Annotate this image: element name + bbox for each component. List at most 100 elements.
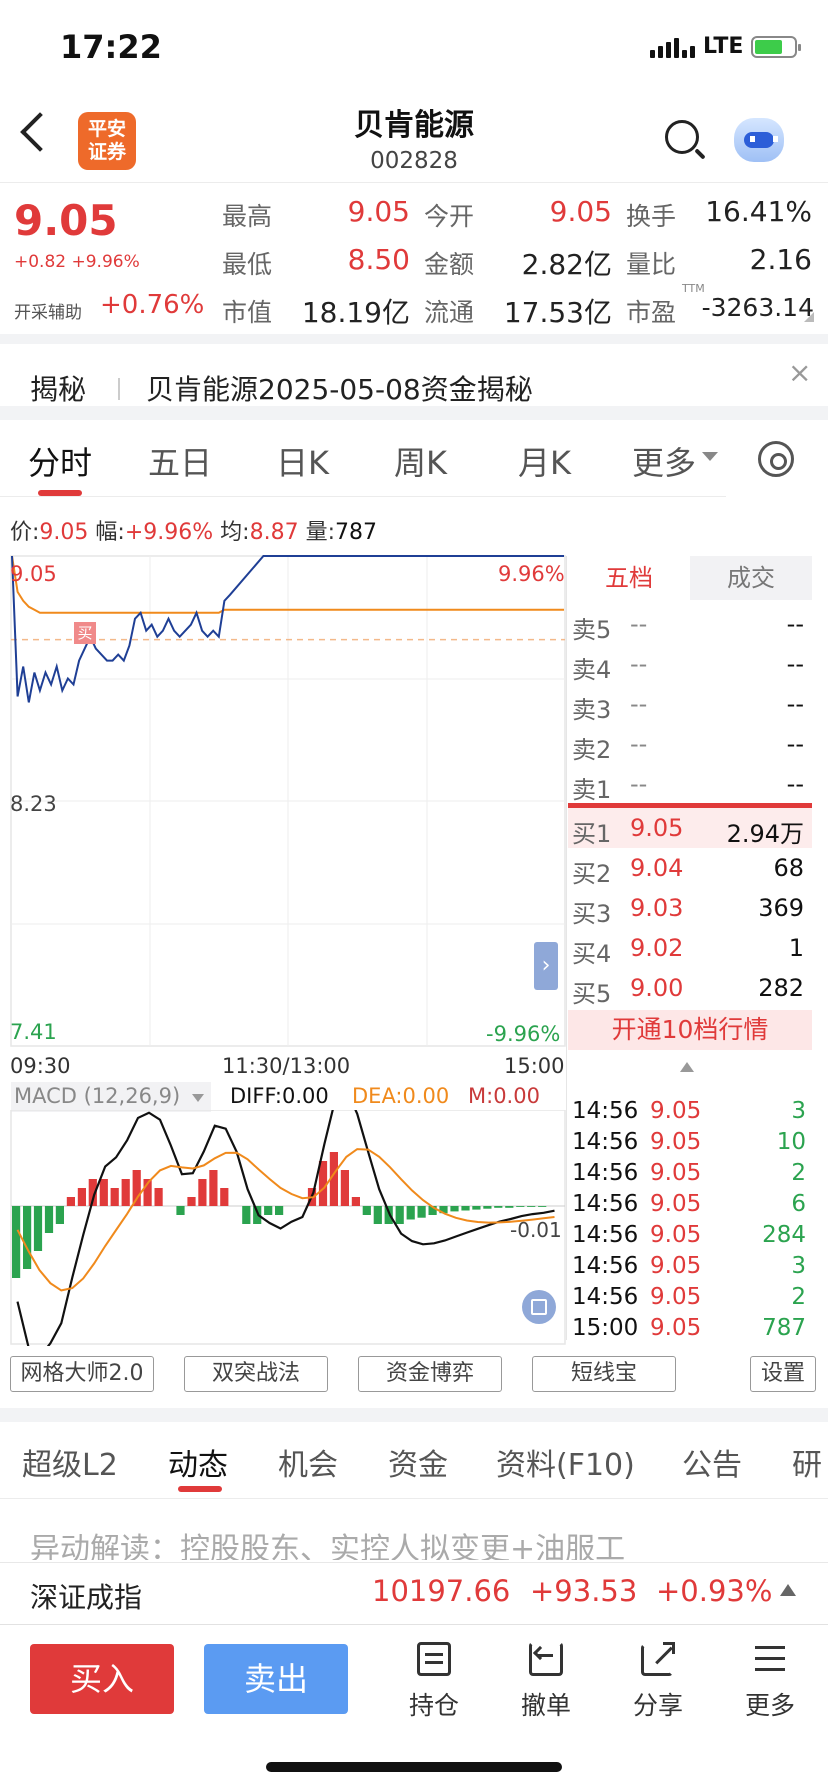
tab-five-day[interactable]: 五日 [148,438,212,484]
expand-up-icon[interactable] [780,1584,796,1596]
y-label-high: 9.05 [10,562,57,586]
quote-label-amount: 金额 [424,245,474,281]
stock-code: 002828 [0,148,828,174]
macd-bar [352,1197,360,1206]
open-level10-button[interactable]: 开通10档行情 [568,1010,812,1050]
sell-row-1[interactable]: 卖1 -- -- [570,764,810,804]
capital-game-button[interactable]: 资金博弈 [358,1356,502,1392]
tab-research[interactable]: 研 [792,1440,828,1484]
quote-value-float: 17.53亿 [496,291,612,331]
x-label-midday: 11:30/13:00 [222,1054,350,1078]
chevron-right-icon[interactable]: › [534,942,558,990]
macd-bar [483,1206,491,1209]
tab-capital[interactable]: 资金 [388,1440,448,1484]
x-label-close: 15:00 [504,1054,565,1078]
buy-row-5[interactable]: 买5 9.00 282 [570,968,810,1008]
sell-row-5[interactable]: 卖5 -- -- [570,604,810,644]
tick-row: 14:56 9.05 2 [570,1160,810,1191]
tab-week-k[interactable]: 周K [394,438,447,484]
macd-bar [209,1170,217,1206]
tab-month-k[interactable]: 月K [518,438,571,484]
macd-bar [23,1206,31,1269]
buy-row-1[interactable]: 买1 9.05 2.94万 [570,808,810,848]
macd-bar [34,1206,42,1251]
macd-bar [198,1179,206,1206]
double-break-button[interactable]: 双突战法 [184,1356,328,1392]
y-label-low: 7.41 [10,1020,57,1044]
cancel-order-button[interactable]: 撤单 [506,1640,586,1722]
tick-row: 14:56 9.05 284 [570,1222,810,1253]
status-time: 17:22 [60,28,162,66]
buy-row-4[interactable]: 买4 9.02 1 [570,928,810,968]
positions-button[interactable]: 持仓 [394,1640,474,1722]
tab-f10[interactable]: 资料(F10) [496,1440,635,1484]
tab-more[interactable]: 更多 [632,438,696,484]
more-menu-icon [751,1640,789,1678]
tab-order-book[interactable]: 五档 [568,556,690,600]
macd-bar [505,1206,513,1208]
quote-label-high: 最高 [222,197,272,233]
price-change: +0.82 +9.96% [14,252,140,272]
macd-bar [122,1179,130,1206]
macd-bar [220,1188,228,1206]
close-icon[interactable]: × [788,356,811,389]
tab-news[interactable]: 动态 [168,1440,228,1484]
expand-corner-icon[interactable] [804,312,814,322]
fullscreen-icon[interactable] [522,1290,556,1324]
buy-button[interactable]: 买入 [30,1644,174,1714]
buy-row-3[interactable]: 买3 9.03 369 [570,888,810,928]
macd-dropdown-icon[interactable] [192,1094,204,1102]
macd-bar [516,1206,524,1207]
diff-line [18,1110,555,1346]
reveal-link[interactable]: 贝肯能源2025-05-08资金揭秘 [146,368,533,408]
macd-bar [494,1206,502,1208]
more-button[interactable]: 更多 [730,1640,810,1722]
buy-marker-badge: 买 [74,622,96,644]
reveal-title: 揭秘 [30,368,86,408]
tab-intraday[interactable]: 分时 [28,438,92,484]
news-headline[interactable]: 异动解读：控股股东、实控人拟变更+油服工 [30,1524,790,1560]
tick-row: 14:56 9.05 3 [570,1098,810,1129]
macd-bar [527,1206,535,1207]
macd-bar [155,1188,163,1206]
sell-row-2[interactable]: 卖2 -- -- [570,724,810,764]
tab-deals[interactable]: 成交 [690,556,812,600]
sell-row-4[interactable]: 卖4 -- -- [570,644,810,684]
share-button[interactable]: 分享 [618,1640,698,1722]
tab-super-l2[interactable]: 超级L2 [22,1440,118,1484]
macd-right-label: -0.01 [510,1218,562,1242]
quote-label-float: 流通 [424,293,474,329]
short-line-button[interactable]: 短线宝 [532,1356,676,1392]
macd-title[interactable]: MACD (12,26,9) [14,1084,180,1108]
macd-chart[interactable] [0,1110,568,1346]
tab-opportunity[interactable]: 机会 [278,1440,338,1484]
index-value: 10197.66 [372,1574,510,1608]
quote-label-open: 今开 [424,197,474,233]
tab-day-k[interactable]: 日K [276,438,329,484]
assistant-robot-icon[interactable] [734,118,784,162]
undo-icon [527,1640,565,1678]
battery-icon [751,36,797,58]
sell-button[interactable]: 卖出 [204,1644,348,1714]
quote-value-open: 9.05 [500,195,612,228]
tab-announcement[interactable]: 公告 [682,1440,742,1484]
y-right-high: 9.96% [498,562,565,586]
macd-bar [100,1179,108,1206]
sell-row-3[interactable]: 卖3 -- -- [570,684,810,724]
grid-master-button[interactable]: 网格大师2.0 [10,1356,154,1392]
positions-icon [415,1640,453,1678]
aux-label[interactable]: 开采辅助 [14,298,82,323]
chevron-down-icon[interactable] [702,452,718,461]
aux-value[interactable]: +0.76% [100,290,204,320]
tick-row: 14:56 9.05 2 [570,1284,810,1315]
quote-value-pe: -3263.14 [692,293,814,322]
gear-icon[interactable] [758,441,794,477]
y-right-low: -9.96% [486,1022,560,1046]
macd-bar [363,1206,371,1215]
tools-settings-button[interactable]: 设置 [750,1356,816,1392]
macd-dea: DEA:0.00 [352,1084,449,1108]
search-icon[interactable] [665,120,699,154]
buy-row-2[interactable]: 买2 9.04 68 [570,848,810,888]
macd-bar [374,1206,382,1224]
chevron-up-icon[interactable] [680,1062,694,1072]
